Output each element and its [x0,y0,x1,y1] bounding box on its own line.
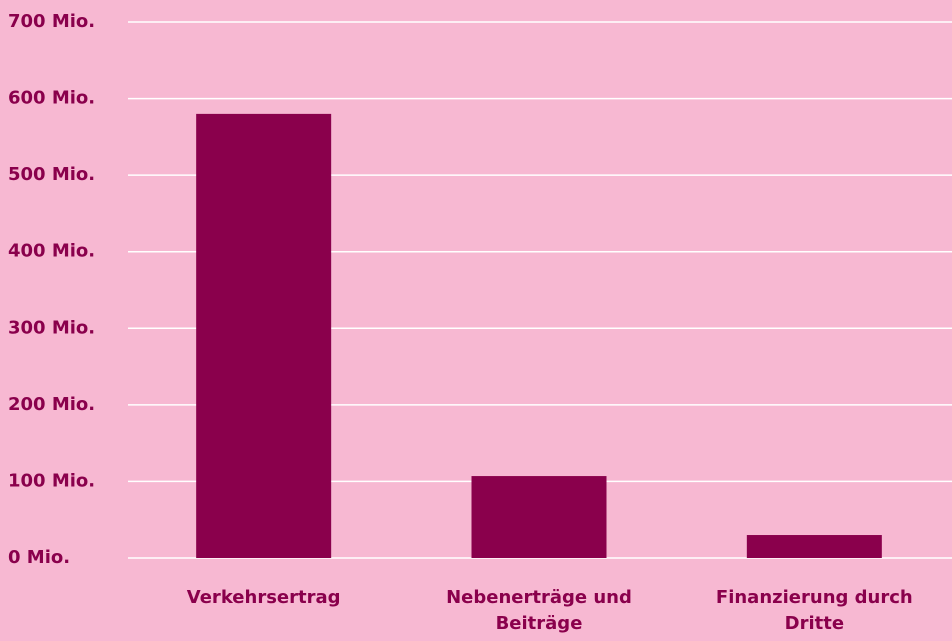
y-tick-label: 300 Mio. [8,317,95,338]
y-tick-label: 400 Mio. [8,241,95,262]
y-tick-label: 200 Mio. [8,394,95,415]
bar [196,113,332,558]
y-tick-label: 500 Mio. [8,164,95,185]
bar [471,476,607,558]
y-tick-label: 0 Mio. [8,547,70,568]
y-tick-label: 700 Mio. [8,11,95,32]
x-tick-label: Finanzierung durch Dritte [715,587,913,634]
x-tick-label: Verkehrsertrag [186,587,341,608]
x-tick-label: Nebenerträge und Beiträge [446,587,632,634]
bar [746,535,882,558]
y-tick-label: 600 Mio. [8,88,95,109]
y-tick-label: 100 Mio. [8,470,95,491]
